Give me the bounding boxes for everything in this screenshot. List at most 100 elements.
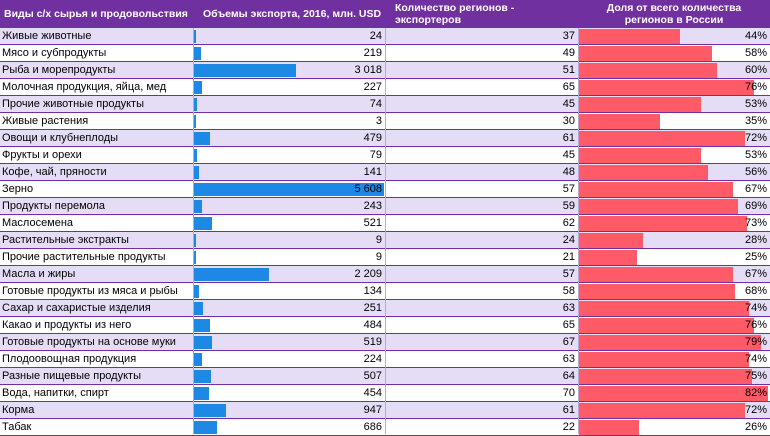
share-bar (579, 131, 745, 146)
share-bar (579, 97, 701, 112)
share-cell: 74% (578, 351, 770, 368)
product-name: Прочие растительные продукты (2, 251, 166, 263)
share-value: 68% (744, 285, 767, 297)
export-cell: 484 (193, 317, 385, 334)
regions-value: 61 (562, 132, 575, 144)
share-value: 28% (744, 234, 767, 246)
regions-value: 57 (562, 183, 575, 195)
export-bar (194, 319, 211, 332)
product-name: Живые растения (2, 115, 89, 127)
export-value: 251 (363, 302, 382, 314)
product-name: Какао и продукты из него (2, 319, 132, 331)
regions-value: 67 (562, 336, 575, 348)
product-name: Растительные экстракты (2, 234, 129, 246)
export-cell: 9 (193, 249, 385, 266)
share-bar (579, 267, 734, 282)
share-bar (579, 420, 639, 435)
regions-value: 70 (562, 387, 575, 399)
share-bar (579, 46, 713, 61)
share-cell: 74% (578, 300, 770, 317)
product-name: Молочная продукция, яйца, мед (2, 81, 167, 93)
export-value: 219 (363, 47, 382, 59)
share-cell: 44% (578, 28, 770, 45)
regions-cell: 22 (385, 419, 578, 436)
export-bar (194, 64, 297, 77)
header-export-volume-label: Объемы экспорта, 2016, млн. USD (203, 8, 382, 20)
export-cell: 74 (193, 96, 385, 113)
share-value: 60% (744, 64, 767, 76)
share-cell: 25% (578, 249, 770, 266)
share-bar (579, 165, 708, 180)
export-bar (194, 404, 227, 417)
export-cell: 521 (193, 215, 385, 232)
export-cell: 227 (193, 79, 385, 96)
export-bar (194, 421, 218, 434)
export-bar (194, 132, 211, 145)
header-region-count: Количество регионов - экспортеров (385, 0, 578, 28)
export-cell: 3 (193, 113, 385, 130)
export-cell: 507 (193, 368, 385, 385)
header-region-share-label: Доля от всего количества регионов в Росс… (606, 2, 742, 26)
share-bar (579, 335, 761, 350)
share-cell: 69% (578, 198, 770, 215)
column-divider (385, 28, 386, 434)
share-cell: 68% (578, 283, 770, 300)
product-name: Прочие животные продукты (2, 98, 144, 110)
regions-value: 49 (562, 47, 575, 59)
share-cell: 26% (578, 419, 770, 436)
share-value: 67% (744, 268, 767, 280)
export-cell: 224 (193, 351, 385, 368)
share-bar (579, 233, 644, 248)
export-value: 5 608 (354, 183, 382, 195)
table-row: Готовые продукты на основе муки 519 67 79% (0, 334, 770, 351)
export-cell: 9 (193, 232, 385, 249)
export-bar (194, 149, 197, 162)
regions-cell: 24 (385, 232, 578, 249)
share-cell: 56% (578, 164, 770, 181)
table-row: Зерно 5 608 57 67% (0, 181, 770, 198)
export-cell: 251 (193, 300, 385, 317)
share-value: 67% (744, 183, 767, 195)
export-cell: 947 (193, 402, 385, 419)
export-bar (194, 166, 199, 179)
export-cell: 141 (193, 164, 385, 181)
share-value: 35% (744, 115, 767, 127)
column-divider (193, 28, 194, 434)
header-region-count-label: Количество регионов - экспортеров (395, 2, 515, 26)
export-bar (194, 217, 212, 230)
share-bar (579, 182, 734, 197)
share-bar (579, 63, 717, 78)
product-name: Фрукты и орехи (2, 149, 82, 161)
export-value: 141 (363, 166, 382, 178)
share-bar (579, 403, 745, 418)
regions-value: 22 (562, 421, 575, 433)
product-name: Разные пищевые продукты (2, 370, 141, 382)
regions-cell: 45 (385, 147, 578, 164)
export-bar (194, 285, 199, 298)
regions-cell: 64 (385, 368, 578, 385)
regions-cell: 58 (385, 283, 578, 300)
header-export-volume: Объемы экспорта, 2016, млн. USD (193, 0, 385, 28)
table-row: Рыба и морепродукты 3 018 51 60% (0, 62, 770, 79)
share-cell: 72% (578, 130, 770, 147)
share-value: 69% (744, 200, 767, 212)
export-value: 454 (363, 387, 382, 399)
share-bar (579, 352, 750, 367)
regions-cell: 49 (385, 45, 578, 62)
share-bar (579, 216, 747, 231)
export-cell: 79 (193, 147, 385, 164)
share-value: 72% (744, 404, 767, 416)
regions-cell: 63 (385, 351, 578, 368)
export-value: 9 (375, 234, 382, 246)
export-value: 79 (369, 149, 382, 161)
share-cell: 35% (578, 113, 770, 130)
share-value: 26% (744, 421, 767, 433)
export-cell: 24 (193, 28, 385, 45)
regions-cell: 21 (385, 249, 578, 266)
share-cell: 60% (578, 62, 770, 79)
share-value: 79% (744, 336, 767, 348)
share-cell: 67% (578, 266, 770, 283)
export-bar (194, 268, 269, 281)
export-value: 3 018 (354, 64, 382, 76)
